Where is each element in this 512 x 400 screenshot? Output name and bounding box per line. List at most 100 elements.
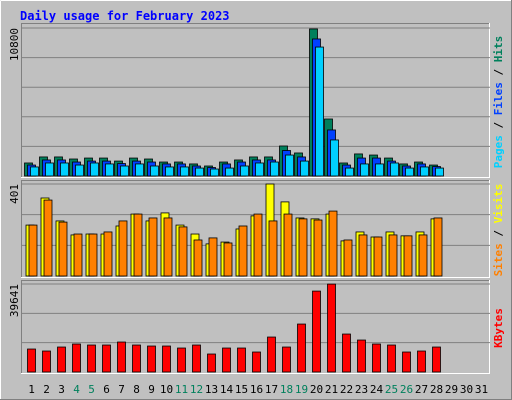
bar [267, 336, 276, 373]
bar [180, 166, 189, 177]
bar [57, 346, 66, 373]
bar [252, 351, 261, 373]
x-tick-label: 15 [235, 383, 248, 396]
bar [163, 217, 173, 277]
bar [327, 283, 336, 373]
bar [373, 236, 383, 277]
bar [222, 347, 231, 373]
x-tick-label: 12 [190, 383, 203, 396]
bar [120, 165, 129, 177]
x-tick-label: 25 [385, 383, 398, 396]
bar [390, 162, 399, 177]
bar [105, 163, 114, 177]
bar [345, 167, 354, 177]
bar [328, 210, 338, 277]
bar [405, 167, 414, 177]
x-tick-label: 27 [415, 383, 428, 396]
x-tick-label: 8 [133, 383, 140, 396]
bar [162, 345, 171, 373]
bar [255, 162, 264, 177]
bar [103, 231, 113, 277]
bar [417, 350, 426, 373]
bar [43, 199, 53, 277]
legend-entry: Visits [492, 184, 505, 224]
bar [343, 239, 353, 277]
bar [195, 167, 204, 177]
legend-separator: / [492, 62, 505, 82]
legend-entry: Hits [492, 36, 505, 63]
legend-separator: / [492, 223, 505, 243]
bar [88, 233, 98, 277]
bar [75, 164, 84, 177]
bar [253, 213, 263, 277]
bar [133, 213, 143, 277]
x-tick-label: 29 [445, 383, 458, 396]
legend-separator: / [492, 115, 505, 135]
bar [313, 219, 323, 277]
bar [270, 161, 279, 177]
bar [403, 235, 413, 277]
x-tick-label: 22 [340, 383, 353, 396]
bar [358, 234, 368, 277]
x-tick-label: 14 [220, 383, 234, 396]
chart-title: Daily usage for February 2023 [20, 9, 230, 23]
bar [420, 166, 429, 177]
bar [208, 237, 218, 277]
legend-entry: Files [492, 82, 505, 115]
bar [372, 343, 381, 373]
bar [72, 343, 81, 373]
x-tick-label: 6 [103, 383, 110, 396]
bar [178, 226, 188, 277]
bar [135, 163, 144, 177]
bar [402, 351, 411, 373]
legend-entry: Sites [492, 243, 505, 276]
bar [283, 213, 293, 277]
bar [418, 234, 428, 277]
bar [150, 165, 159, 177]
x-tick-label: 23 [355, 383, 368, 396]
x-tick-label: 17 [265, 383, 278, 396]
bar [387, 344, 396, 373]
bar [282, 346, 291, 373]
bar [60, 162, 69, 177]
bar [192, 344, 201, 373]
x-tick-label: 20 [310, 383, 323, 396]
bar [225, 167, 234, 177]
bar [388, 234, 398, 277]
x-tick-label: 5 [88, 383, 95, 396]
bar [238, 225, 248, 277]
panel [21, 23, 490, 178]
legend-entry: KBytes [492, 308, 505, 348]
bar [45, 162, 54, 177]
bar [90, 162, 99, 177]
x-tick-label: 3 [58, 383, 65, 396]
x-tick-label: 19 [295, 383, 308, 396]
x-tick-label: 2 [43, 383, 50, 396]
bar [58, 221, 68, 277]
bar [132, 344, 141, 373]
bar [357, 339, 366, 373]
bar [433, 217, 443, 277]
bar [312, 290, 321, 373]
bar [165, 166, 174, 177]
x-tick-label: 16 [250, 383, 263, 396]
x-tick-label: 4 [73, 383, 80, 396]
bar [30, 166, 39, 177]
legend-entry: Pages [492, 135, 505, 168]
x-tick-label: 11 [175, 383, 188, 396]
bar [237, 347, 246, 373]
bar [118, 220, 128, 277]
legend: Pages / Files / Hits [492, 36, 505, 169]
x-tick-label: 9 [148, 383, 155, 396]
y-tick-label: 10800 [8, 28, 21, 61]
x-tick-label: 7 [118, 383, 125, 396]
y-tick-label: 39641 [8, 284, 21, 317]
bar [342, 333, 351, 373]
bar [73, 233, 83, 277]
bar [177, 347, 186, 373]
bar [268, 220, 278, 277]
bar [87, 344, 96, 373]
bar [147, 345, 156, 373]
x-tick-label: 13 [205, 383, 218, 396]
